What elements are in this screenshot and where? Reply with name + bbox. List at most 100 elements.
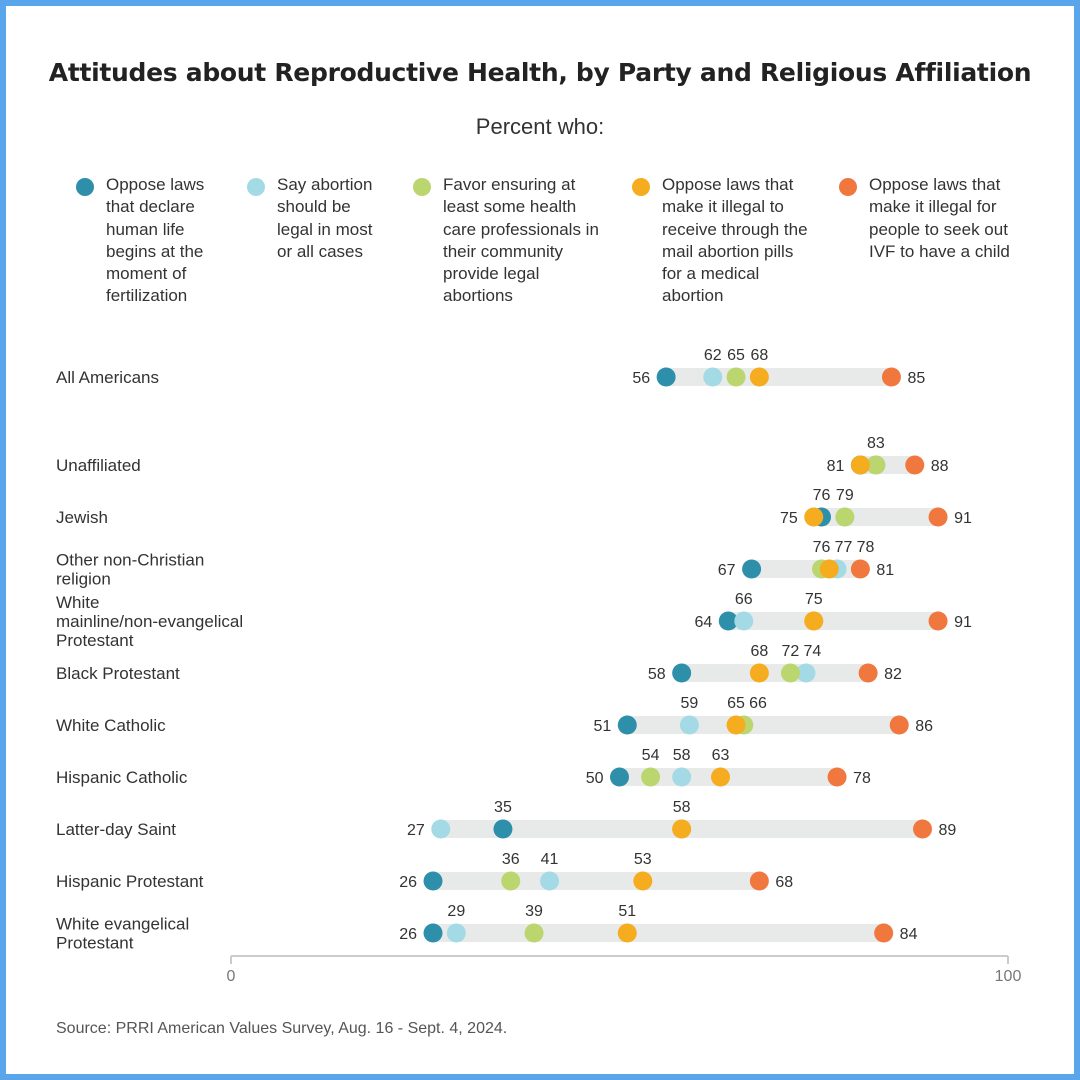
dot-legal-abortion-hispanic-protestant: [540, 871, 560, 891]
range-track-all-americans: [666, 368, 892, 386]
dot-fertilization-white-evangelical-protestant: [423, 923, 443, 943]
dot-abortion-pills-other-non-christian-religion: [819, 559, 839, 579]
legend-label-health-care-professionals: Favor ensuring at least some health care…: [443, 175, 599, 306]
value-label-legal-abortion-white-mainline-non-evangelical-protestant: 66: [735, 591, 753, 608]
dot-abortion-pills-all-americans: [749, 367, 769, 387]
dot-health-care-professionals-hispanic-protestant: [501, 871, 521, 891]
row-label-white-evangelical-protestant: White evangelical Protestant: [56, 915, 189, 953]
chart-subtitle: Percent who:: [475, 114, 605, 139]
value-label-fertilization-jewish: 76: [813, 487, 831, 504]
row-label-jewish: Jewish: [56, 508, 108, 527]
value-label-fertilization-other-non-christian-religion: 67: [718, 562, 736, 579]
value-label-legal-abortion-black-protestant: 74: [804, 643, 822, 660]
range-track-white-mainline-non-evangelical-protestant: [728, 612, 939, 630]
dot-fertilization-latter-day-saint: [493, 819, 513, 839]
row-label-other-non-christian-religion: Other non-Christian religion: [56, 551, 204, 589]
value-label-fertilization-unaffiliated: 81: [827, 458, 845, 475]
legend-dot-ivf: [839, 178, 857, 196]
value-label-ivf-latter-day-saint: 89: [939, 822, 957, 839]
dot-abortion-pills-jewish: [804, 507, 824, 527]
x-tick-label-100: 100: [995, 968, 1022, 985]
value-label-fertilization-all-americans: 56: [632, 370, 650, 387]
value-label-ivf-white-mainline-non-evangelical-protestant: 91: [954, 614, 972, 631]
value-label-legal-abortion-hispanic-protestant: 41: [541, 851, 559, 868]
value-label-fertilization-hispanic-protestant: 26: [399, 874, 417, 891]
dot-abortion-pills-white-evangelical-protestant: [617, 923, 637, 943]
value-label-health-care-professionals-hispanic-protestant: 36: [502, 851, 520, 868]
dot-ivf-all-americans: [881, 367, 901, 387]
value-label-ivf-unaffiliated: 88: [931, 458, 949, 475]
value-label-ivf-hispanic-protestant: 68: [775, 874, 793, 891]
legend-label-legal-abortion: Say abortion should be legal in most or …: [277, 175, 373, 261]
row-label-latter-day-saint: Latter-day Saint: [56, 820, 176, 839]
dot-abortion-pills-unaffiliated: [850, 455, 870, 475]
dot-fertilization-other-non-christian-religion: [742, 559, 762, 579]
value-label-fertilization-white-evangelical-protestant: 26: [399, 926, 417, 943]
dot-health-care-professionals-all-americans: [726, 367, 746, 387]
dot-ivf-jewish: [928, 507, 948, 527]
value-label-fertilization-white-catholic: 51: [593, 718, 611, 735]
value-label-legal-abortion-unaffiliated: 83: [867, 435, 885, 452]
dot-fertilization-hispanic-protestant: [423, 871, 443, 891]
dot-ivf-unaffiliated: [905, 455, 925, 475]
dot-ivf-hispanic-protestant: [749, 871, 769, 891]
dot-legal-abortion-all-americans: [703, 367, 723, 387]
row-label-unaffiliated: Unaffiliated: [56, 456, 141, 475]
value-label-ivf-white-evangelical-protestant: 84: [900, 926, 918, 943]
source-note: Source: PRRI American Values Survey, Aug…: [56, 1020, 508, 1037]
dot-abortion-pills-black-protestant: [749, 663, 769, 683]
dot-legal-abortion-hispanic-catholic: [672, 767, 692, 787]
value-label-abortion-pills-hispanic-protestant: 53: [634, 851, 652, 868]
dot-ivf-other-non-christian-religion: [850, 559, 870, 579]
row-label-hispanic-catholic: Hispanic Catholic: [56, 768, 188, 787]
value-label-legal-abortion-white-catholic: 59: [681, 695, 699, 712]
value-label-health-care-professionals-black-protestant: 72: [782, 643, 800, 660]
legend-label-ivf: Oppose laws that make it illegal for peo…: [869, 175, 1010, 261]
value-label-legal-abortion-jewish: 79: [836, 487, 854, 504]
dot-ivf-white-evangelical-protestant: [874, 923, 894, 943]
dot-ivf-latter-day-saint: [913, 819, 933, 839]
value-label-ivf-black-protestant: 82: [884, 666, 902, 683]
dot-health-care-professionals-black-protestant: [780, 663, 800, 683]
dot-health-care-professionals-white-evangelical-protestant: [524, 923, 544, 943]
value-label-fertilization-latter-day-saint: 35: [494, 799, 512, 816]
range-track-hispanic-protestant: [433, 872, 760, 890]
value-label-health-care-professionals-other-non-christian-religion: 76: [813, 539, 831, 556]
value-label-health-care-professionals-white-evangelical-protestant: 39: [525, 903, 543, 920]
dot-fertilization-hispanic-catholic: [610, 767, 629, 787]
dot-legal-abortion-white-catholic: [679, 715, 699, 735]
value-label-legal-abortion-hispanic-catholic: 58: [673, 747, 691, 764]
row-label-white-catholic: White Catholic: [56, 716, 166, 735]
row-label-black-protestant: Black Protestant: [56, 664, 180, 683]
value-label-fertilization-white-mainline-non-evangelical-protestant: 64: [694, 614, 712, 631]
legend-dot-abortion-pills: [632, 178, 650, 196]
dot-abortion-pills-hispanic-catholic: [711, 767, 731, 787]
value-label-legal-abortion-all-americans: 62: [704, 347, 722, 364]
legend-dot-health-care-professionals: [413, 178, 431, 196]
value-label-fertilization-hispanic-catholic: 50: [586, 770, 604, 787]
range-track-jewish: [813, 508, 939, 526]
value-label-ivf-hispanic-catholic: 78: [853, 770, 871, 787]
dot-fertilization-all-americans: [656, 367, 676, 387]
dot-fertilization-black-protestant: [672, 663, 692, 683]
dot-legal-abortion-black-protestant: [796, 663, 816, 683]
value-label-health-care-professionals-all-americans: 65: [727, 347, 745, 364]
row-label-white-mainline-non-evangelical-protestant: White mainline/non-evangelical Protestant: [56, 593, 243, 650]
dot-abortion-pills-white-mainline-non-evangelical-protestant: [804, 611, 824, 631]
range-track-white-catholic: [627, 716, 900, 734]
value-label-health-care-professionals-white-catholic: 66: [749, 695, 767, 712]
row-label-hispanic-protestant: Hispanic Protestant: [56, 872, 204, 891]
dot-health-care-professionals-hispanic-catholic: [641, 767, 661, 787]
dot-health-care-professionals-unaffiliated: [866, 455, 886, 475]
dot-legal-abortion-white-mainline-non-evangelical-protestant: [734, 611, 754, 631]
row-label-all-americans: All Americans: [56, 368, 159, 387]
value-label-abortion-pills-jewish: 75: [780, 510, 798, 527]
legend-dot-fertilization: [76, 178, 94, 196]
dot-ivf-white-mainline-non-evangelical-protestant: [928, 611, 948, 631]
value-label-health-care-professionals-hispanic-catholic: 54: [642, 747, 660, 764]
value-label-abortion-pills-white-evangelical-protestant: 51: [618, 903, 636, 920]
value-label-legal-abortion-other-non-christian-religion: 78: [857, 539, 875, 556]
value-label-abortion-pills-all-americans: 68: [750, 347, 768, 364]
